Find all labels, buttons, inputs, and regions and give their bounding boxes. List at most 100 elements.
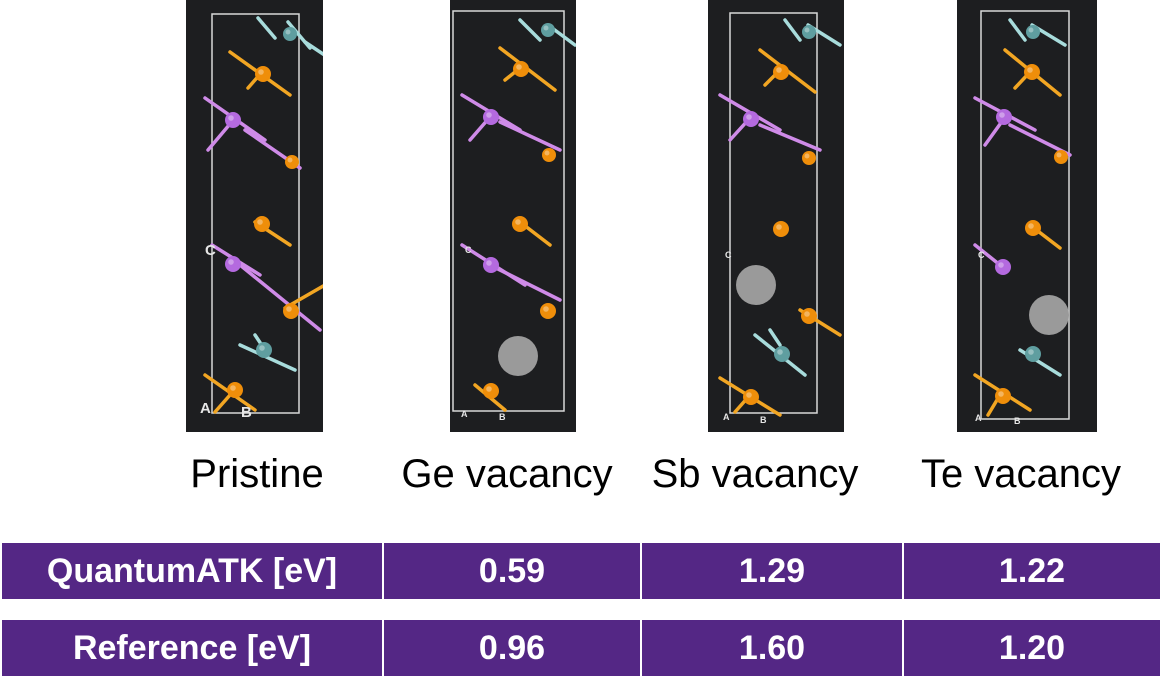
- atom-highlight: [228, 115, 234, 121]
- te-atom: [483, 383, 499, 399]
- te-atom: [254, 216, 270, 232]
- axis-label-b: B: [760, 415, 767, 425]
- bond: [498, 120, 562, 152]
- te-atom: [1024, 64, 1040, 80]
- row-label-reference: Reference [eV]: [2, 620, 382, 676]
- te-atom: [285, 155, 299, 169]
- sb-atom: [225, 112, 241, 128]
- bond: [213, 393, 232, 414]
- vacancy-marker: [736, 265, 776, 305]
- te-atom: [283, 303, 299, 319]
- atom-highlight: [515, 219, 521, 225]
- table-row: Reference [eV] 0.96 1.60 1.20: [2, 620, 1160, 676]
- caption-te-vacancy: Te vacancy: [920, 452, 1122, 496]
- te-atom: [743, 389, 759, 405]
- value-cell-te: 1.20: [904, 620, 1160, 676]
- value-cell-sb: 1.29: [642, 543, 902, 599]
- caption-pristine: Pristine: [190, 452, 324, 496]
- atom-highlight: [287, 157, 293, 163]
- structure-panel-ge-vacancy: A B C: [450, 0, 576, 432]
- ge-atom: [256, 342, 272, 358]
- atom-highlight: [776, 224, 782, 230]
- atom-highlight: [543, 25, 549, 31]
- value-cell-te: 1.22: [904, 543, 1160, 599]
- sb-atom: [996, 109, 1012, 125]
- bond: [238, 343, 297, 372]
- axis-label-b: B: [499, 412, 506, 422]
- value-cell-ge: 0.59: [384, 543, 640, 599]
- bond: [303, 40, 323, 57]
- bond: [238, 263, 322, 332]
- atom-highlight: [1056, 152, 1062, 158]
- te-atom: [255, 66, 271, 82]
- atom-highlight: [999, 112, 1005, 118]
- table-row: QuantumATK [eV] 0.59 1.29 1.22: [2, 543, 1160, 599]
- atom-highlight: [257, 219, 263, 225]
- unit-cell-box: [980, 10, 1070, 420]
- te-atom: [1025, 220, 1041, 236]
- atom-highlight: [777, 349, 783, 355]
- ge-atom: [1025, 346, 1041, 362]
- atom-highlight: [543, 306, 549, 312]
- value-cell-ge: 0.96: [384, 620, 640, 676]
- te-atom: [995, 388, 1011, 404]
- bond: [758, 123, 822, 152]
- te-atom: [540, 303, 556, 319]
- sb-atom: [995, 259, 1011, 275]
- atom-highlight: [746, 392, 752, 398]
- caption-sb-vacancy: Sb vacancy: [651, 452, 859, 496]
- te-atom: [227, 382, 243, 398]
- atom-highlight: [544, 150, 550, 156]
- atom-highlight: [286, 306, 292, 312]
- atom-highlight: [230, 385, 236, 391]
- atom-highlight: [1028, 27, 1034, 33]
- axis-label-a: A: [723, 412, 730, 422]
- atom-highlight: [1027, 67, 1033, 73]
- unit-cell-box: [211, 13, 300, 414]
- unit-cell-box: [452, 10, 565, 412]
- ge-atom: [802, 25, 816, 39]
- atom-highlight: [1028, 223, 1034, 229]
- ge-atom: [283, 27, 297, 41]
- sb-atom: [483, 257, 499, 273]
- atom-highlight: [776, 67, 782, 73]
- te-atom: [512, 216, 528, 232]
- te-atom: [1054, 150, 1068, 164]
- te-atom: [513, 61, 529, 77]
- axis-label-a: A: [461, 409, 468, 419]
- bond: [783, 18, 802, 42]
- axis-label-c: C: [465, 245, 472, 255]
- te-atom: [802, 151, 816, 165]
- atom-highlight: [1028, 349, 1034, 355]
- sb-atom: [743, 111, 759, 127]
- atom-highlight: [804, 311, 810, 317]
- atom-highlight: [516, 64, 522, 70]
- atom-highlight: [998, 262, 1004, 268]
- ge-atom: [541, 23, 555, 37]
- atom-highlight: [804, 153, 810, 159]
- atom-highlight: [285, 29, 291, 35]
- sb-atom: [483, 109, 499, 125]
- axis-label-c: C: [725, 250, 732, 260]
- ge-atom: [774, 346, 790, 362]
- value-cell-sb: 1.60: [642, 620, 902, 676]
- te-atom: [773, 221, 789, 237]
- atom-highlight: [998, 391, 1004, 397]
- atom-highlight: [746, 114, 752, 120]
- axis-label-b: B: [1014, 416, 1021, 426]
- atom-highlight: [804, 27, 810, 33]
- structure-panel-pristine: A B C: [186, 0, 323, 432]
- axis-label-c: C: [978, 250, 985, 260]
- row-label-quantumatk: QuantumATK [eV]: [2, 543, 382, 599]
- atom-highlight: [486, 112, 492, 118]
- ge-atom: [1026, 25, 1040, 39]
- vacancy-marker: [1029, 295, 1069, 335]
- bond: [1008, 123, 1072, 157]
- vacancy-marker: [498, 336, 538, 376]
- bond: [973, 243, 1002, 267]
- te-atom: [801, 308, 817, 324]
- bond: [488, 263, 562, 302]
- atom-highlight: [258, 69, 264, 75]
- caption-ge-vacancy: Ge vacancy: [401, 452, 613, 496]
- axis-label-b: B: [241, 404, 252, 421]
